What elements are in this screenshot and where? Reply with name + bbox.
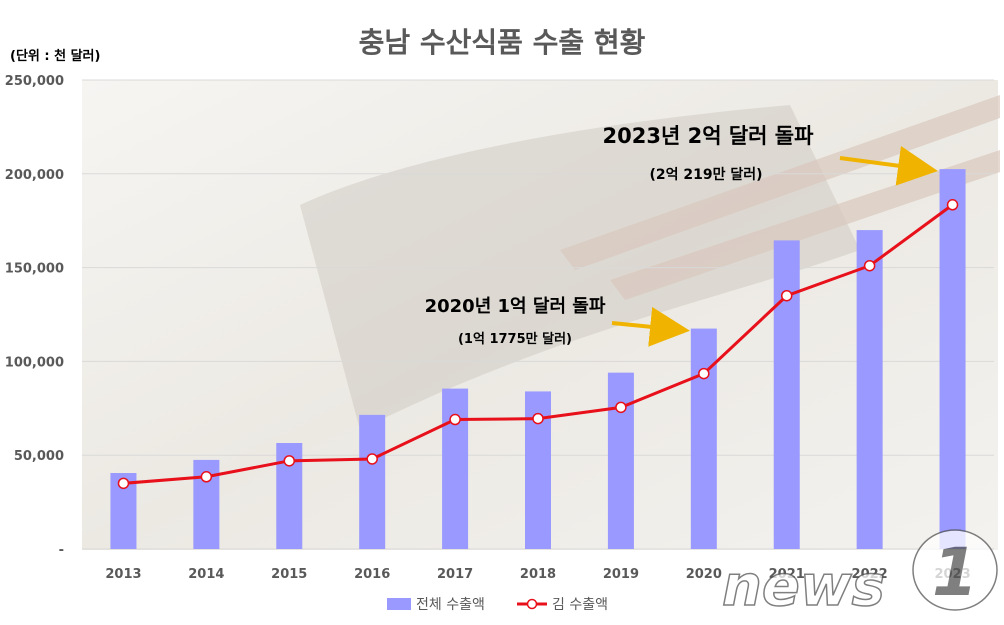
bar xyxy=(607,372,634,549)
annotation-2020: 2020년 1억 달러 돌파 (1억 1775만 달러) xyxy=(425,296,690,347)
line-point xyxy=(698,367,710,380)
x-tick-label: 2013 xyxy=(105,567,141,582)
line-point xyxy=(615,401,627,414)
annotation-2023-sub: (2억 219만 달러) xyxy=(649,167,762,183)
line-point xyxy=(532,412,544,425)
annotation-2020-sub: (1억 1775만 달러) xyxy=(458,331,572,347)
unit-label: (단위 : 천 달러) xyxy=(10,48,100,64)
svg-text:news: news xyxy=(722,554,885,619)
y-axis: - 50,000 100,000 150,000 200,000 250,000 xyxy=(5,74,64,558)
x-tick-label: 2017 xyxy=(437,567,473,582)
line-point xyxy=(946,199,959,211)
line-point xyxy=(200,471,213,483)
news1-watermark-logo: news 1 xyxy=(721,529,998,620)
bar xyxy=(856,230,883,549)
bar-series xyxy=(110,169,966,550)
x-tick-label: 2015 xyxy=(271,567,307,582)
bar xyxy=(690,328,717,549)
bar xyxy=(359,414,386,549)
x-tick-label: 2021 xyxy=(769,567,805,582)
legend-line-marker xyxy=(526,598,538,610)
annotation-2023-title: 2023년 2억 달러 돌파 xyxy=(603,124,815,148)
x-tick-label: 2022 xyxy=(852,567,888,582)
y-tick-label: 250,000 xyxy=(5,74,64,89)
legend-bar-swatch xyxy=(387,598,411,610)
legend: 전체 수출액 김 수출액 xyxy=(387,597,608,613)
line-point xyxy=(366,453,378,465)
bar xyxy=(773,240,800,549)
y-tick-label: 200,000 xyxy=(5,168,64,183)
svg-text:1: 1 xyxy=(932,534,978,611)
chart-title: 충남 수산식품 수출 현황 xyxy=(359,26,646,59)
y-tick-label: 100,000 xyxy=(5,355,64,370)
legend-line-label: 김 수출액 xyxy=(552,597,608,613)
x-tick-label: 2018 xyxy=(520,567,556,582)
line-point xyxy=(780,289,793,302)
annotation-2023: 2023년 2억 달러 돌파 (2억 219만 달러) xyxy=(603,124,938,186)
legend-bar-label: 전체 수출액 xyxy=(416,597,485,613)
line-point xyxy=(117,477,130,490)
annotation-2023-arrow xyxy=(839,145,938,186)
line-point xyxy=(449,413,461,426)
y-tick-label: 150,000 xyxy=(5,262,64,277)
line-point xyxy=(283,455,296,467)
x-tick-label: 2014 xyxy=(188,567,224,582)
x-tick-label: 2016 xyxy=(354,567,390,582)
bar xyxy=(442,388,469,549)
annotation-2020-title: 2020년 1억 달러 돌파 xyxy=(425,296,606,317)
annotation-2020-arrow xyxy=(611,306,690,347)
x-tick-label: 2019 xyxy=(603,567,639,582)
gridlines xyxy=(82,79,994,550)
x-tick-label: 2020 xyxy=(686,567,722,582)
bar xyxy=(939,169,966,550)
y-tick-label: - xyxy=(59,543,64,558)
line-series xyxy=(117,199,959,490)
y-tick-label: 50,000 xyxy=(14,449,64,464)
line-point xyxy=(863,259,876,272)
